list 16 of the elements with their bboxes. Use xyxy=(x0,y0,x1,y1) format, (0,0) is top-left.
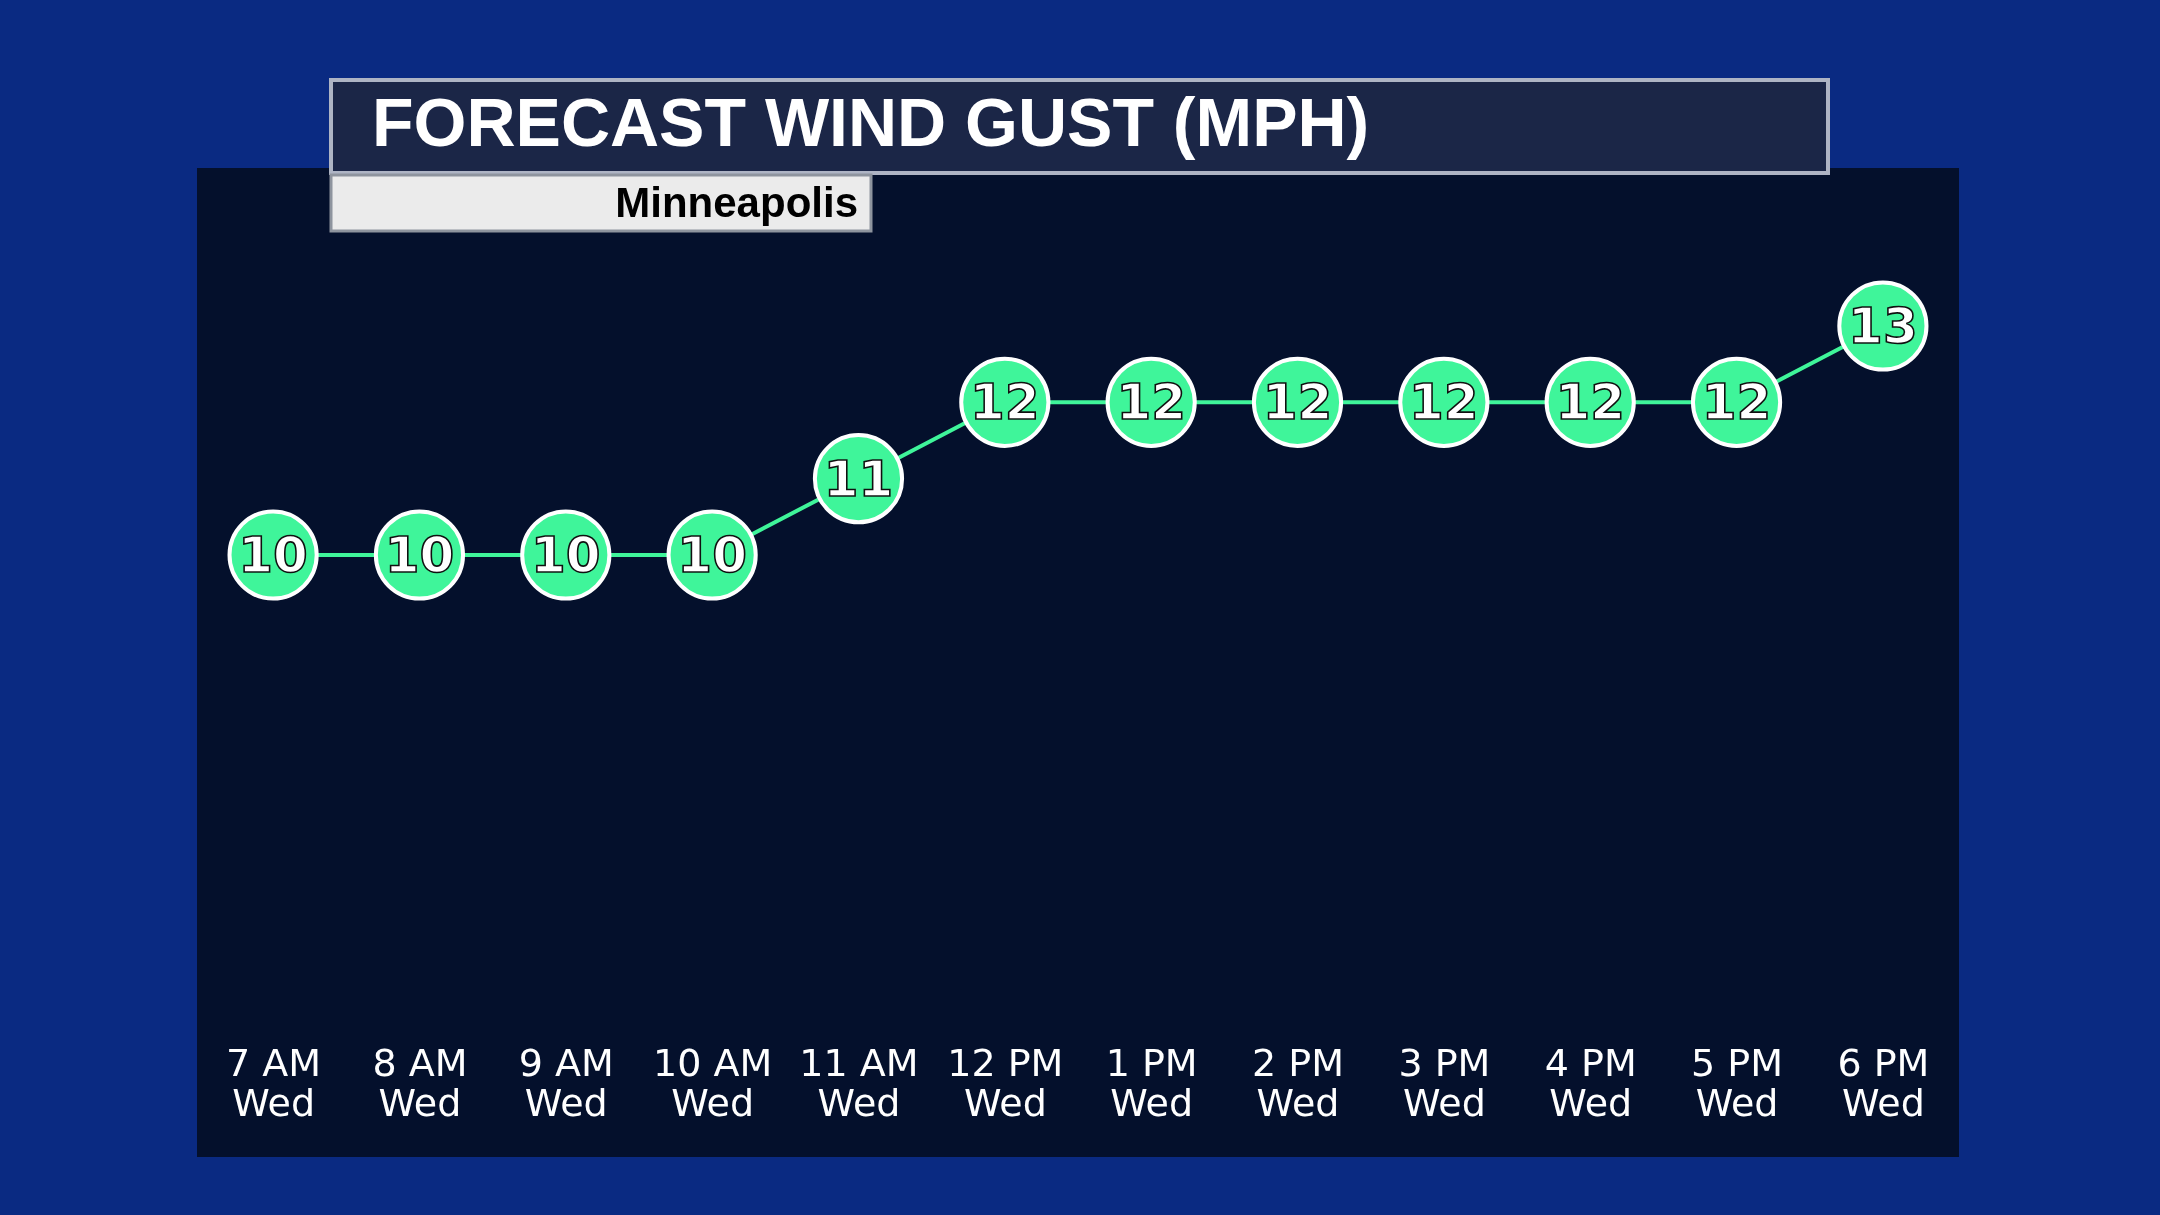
x-tick-label: 3 PM Wed xyxy=(1398,1040,1491,1125)
chart-title: FORECAST WIND GUST (MPH) xyxy=(372,84,1370,160)
x-tick-label: 11 AM Wed xyxy=(799,1040,919,1125)
x-tick-label: 5 PM Wed xyxy=(1691,1040,1784,1125)
x-tick-label: 9 AM Wed xyxy=(518,1040,614,1125)
x-tick-label: 12 PM Wed xyxy=(947,1040,1064,1125)
data-label: 10 xyxy=(238,526,308,584)
x-tick-label: 8 AM Wed xyxy=(372,1040,468,1125)
data-label: 13 xyxy=(1848,297,1918,355)
x-tick-label: 6 PM Wed xyxy=(1837,1040,1930,1125)
x-tick-label: 1 PM Wed xyxy=(1105,1040,1198,1125)
x-tick-label: 2 PM Wed xyxy=(1252,1040,1344,1125)
x-tick-label: 4 PM Wed xyxy=(1544,1040,1637,1125)
chart-subtitle: Minneapolis xyxy=(615,179,858,226)
x-tick-label: 7 AM Wed xyxy=(226,1040,322,1125)
x-tick-label: 10 AM Wed xyxy=(653,1040,773,1125)
